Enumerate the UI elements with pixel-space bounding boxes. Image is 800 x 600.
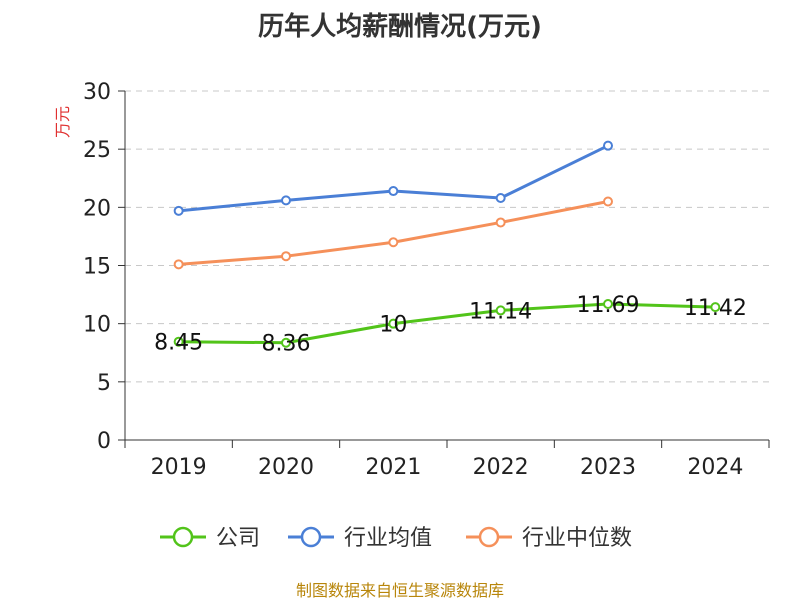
data-label: 8.36 [262, 332, 311, 357]
series-1 [173, 140, 613, 216]
legend-marker [172, 526, 194, 548]
data-point [281, 195, 291, 206]
legend-item-2[interactable]: 行业中位数 [466, 526, 632, 551]
source-note: 制图数据来自恒生聚源数据库 [296, 581, 504, 600]
y-tick-label: 15 [83, 255, 111, 280]
chart-title: 历年人均薪酬情况(万元) [258, 11, 542, 42]
x-tick-label: 2024 [687, 455, 743, 480]
legend-marker [300, 526, 322, 548]
gridlines [125, 90, 769, 383]
x-tick-label: 2023 [580, 455, 636, 480]
data-point [388, 237, 399, 248]
x-tick-label: 2020 [258, 455, 314, 480]
series-line [177, 302, 717, 345]
legend-label: 行业中位数 [522, 526, 632, 551]
data-label: 11.42 [684, 296, 747, 321]
legend-marker [478, 526, 500, 548]
data-point [603, 140, 613, 151]
data-point [603, 299, 613, 310]
data-point [281, 337, 291, 348]
legend[interactable]: 公司 行业均值 行业中位数 [160, 526, 632, 551]
data-point [281, 251, 291, 262]
y-tick-label: 10 [83, 313, 111, 338]
data-label: 11.69 [577, 293, 640, 318]
data-label: 8.45 [154, 331, 203, 356]
series-line [177, 200, 610, 266]
data-point [173, 205, 184, 216]
legend-item-0[interactable]: 公司 [160, 526, 260, 551]
legend-label: 公司 [216, 526, 260, 551]
y-tick-label: 20 [83, 196, 111, 221]
data-label: 11.14 [469, 299, 532, 324]
data-point [495, 193, 506, 204]
series-0 [173, 299, 721, 348]
y-tick-label: 25 [83, 138, 111, 163]
data-point [495, 217, 506, 228]
legend-label: 行业均值 [344, 526, 432, 551]
y-tick-label: 5 [97, 371, 111, 396]
data-point [495, 305, 506, 316]
y-tick-label: 30 [83, 80, 111, 105]
data-labels: 8.45 8.36 10 11.14 11.69 11.42 [154, 293, 747, 357]
data-point [603, 196, 613, 207]
legend-item-1[interactable]: 行业均值 [288, 526, 432, 551]
data-point [388, 186, 399, 197]
series-group [173, 140, 721, 348]
y-tick-label: 0 [97, 429, 111, 454]
x-ticks: 2019 2020 2021 2022 2023 2024 [124, 440, 770, 480]
data-label: 10 [379, 313, 407, 338]
data-point [388, 318, 399, 329]
y-axis-label: 万元 [53, 106, 72, 138]
data-point [173, 336, 184, 347]
y-ticks: 0 5 10 15 20 25 30 [83, 80, 125, 454]
x-tick-label: 2019 [151, 455, 207, 480]
data-point [173, 259, 184, 270]
x-tick-label: 2021 [365, 455, 421, 480]
data-point [710, 302, 721, 313]
series-line [177, 144, 610, 213]
series-2 [173, 196, 613, 270]
x-tick-label: 2022 [473, 455, 529, 480]
